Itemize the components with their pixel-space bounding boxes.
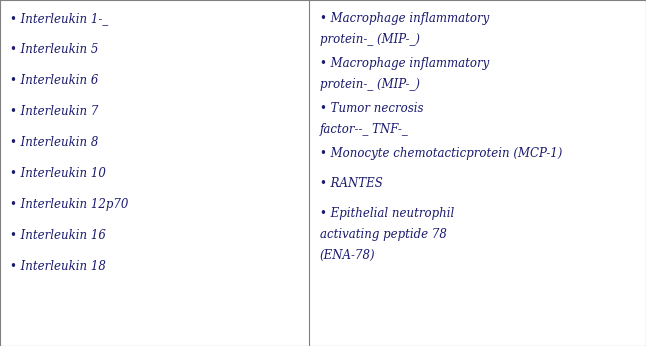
Text: • Interleukin 8: • Interleukin 8 [10, 136, 98, 149]
Text: • Monocyte chemotacticprotein (MCP-1): • Monocyte chemotacticprotein (MCP-1) [320, 147, 562, 160]
Text: • Interleukin 1-_: • Interleukin 1-_ [10, 12, 108, 25]
Text: • Interleukin 12p70: • Interleukin 12p70 [10, 198, 128, 211]
Text: • Macrophage inflammatory
protein-_ (MIP-_): • Macrophage inflammatory protein-_ (MIP… [320, 12, 489, 46]
Text: • Macrophage inflammatory
protein-_ (MIP-_): • Macrophage inflammatory protein-_ (MIP… [320, 57, 489, 91]
Text: • Tumor necrosis
factor--_ TNF-_: • Tumor necrosis factor--_ TNF-_ [320, 102, 423, 136]
Text: • Epithelial neutrophil
activating peptide 78
(ENA-78): • Epithelial neutrophil activating pepti… [320, 207, 454, 262]
Text: • Interleukin 6: • Interleukin 6 [10, 74, 98, 87]
Text: • RANTES: • RANTES [320, 177, 382, 190]
Text: • Interleukin 5: • Interleukin 5 [10, 43, 98, 56]
Text: • Interleukin 18: • Interleukin 18 [10, 260, 105, 273]
Text: • Interleukin 16: • Interleukin 16 [10, 229, 105, 242]
Text: • Interleukin 10: • Interleukin 10 [10, 167, 105, 180]
Text: • Interleukin 7: • Interleukin 7 [10, 105, 98, 118]
